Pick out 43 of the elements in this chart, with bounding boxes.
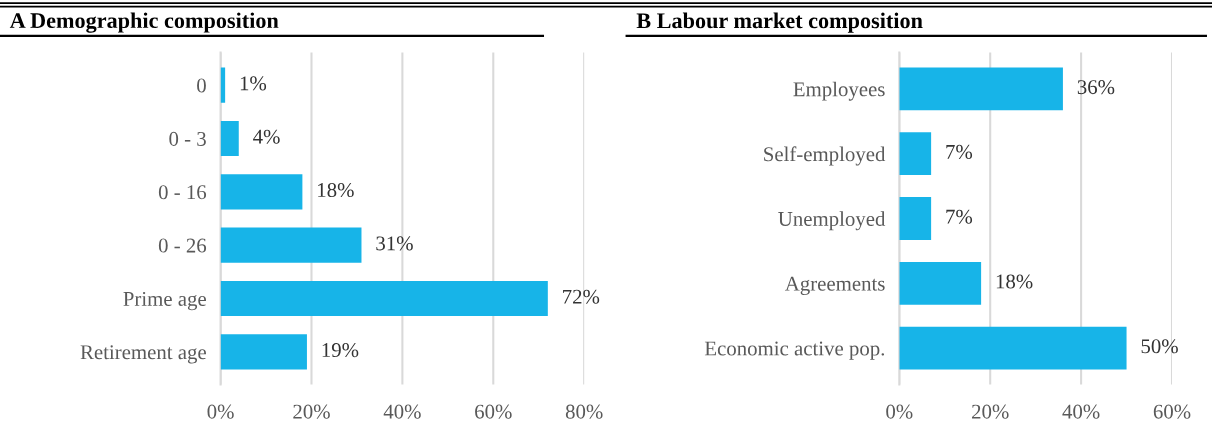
bar <box>220 120 239 157</box>
data-label: 7% <box>946 144 973 159</box>
x-tick-label: 80% <box>565 404 603 419</box>
data-label: 72% <box>563 289 600 304</box>
y-tick-label: Economic active pop. <box>704 341 885 360</box>
x-tick-label: 0% <box>207 404 234 419</box>
data-label: 1% <box>240 76 267 91</box>
bar <box>899 197 932 240</box>
data-label: 31% <box>376 236 413 251</box>
bar <box>220 227 362 263</box>
data-label: 7% <box>946 209 973 224</box>
y-tick-label: 0 <box>197 78 206 93</box>
chart-title: A Demographic composition <box>9 12 279 33</box>
bar <box>899 326 1127 370</box>
data-label: 50% <box>1141 339 1178 354</box>
y-tick-label: Prime age <box>123 291 206 311</box>
x-tick-label: 40% <box>1062 404 1100 419</box>
data-label: 18% <box>996 274 1033 289</box>
y-tick-label: Unemployed <box>778 211 886 231</box>
x-tick-label: 20% <box>972 404 1009 419</box>
data-label: 19% <box>322 343 359 358</box>
data-label: 4% <box>253 129 280 144</box>
bar <box>899 132 932 176</box>
x-tick-label: 40% <box>383 404 421 419</box>
bar <box>899 67 1063 111</box>
y-tick-label: Self-employed <box>764 146 886 166</box>
y-tick-label: 0 - 26 <box>158 238 207 253</box>
y-tick-label: Employees <box>793 81 885 101</box>
y-tick-label: 0 - 16 <box>158 185 207 200</box>
x-tick-label: 60% <box>1153 404 1191 419</box>
bar <box>220 280 548 317</box>
bar <box>899 261 982 305</box>
chart-title: B Labour market composition <box>636 12 923 33</box>
data-label: 36% <box>1077 80 1115 95</box>
x-tick-label: 0% <box>886 404 913 419</box>
bar <box>220 334 307 370</box>
bar <box>220 174 303 210</box>
y-tick-label: Agreements <box>784 276 885 295</box>
data-label: 18% <box>318 182 354 198</box>
y-tick-label: Retirement age <box>80 345 206 364</box>
x-tick-label: 20% <box>293 404 330 419</box>
x-tick-label: 60% <box>475 404 512 419</box>
y-tick-label: 0 - 3 <box>169 131 206 146</box>
